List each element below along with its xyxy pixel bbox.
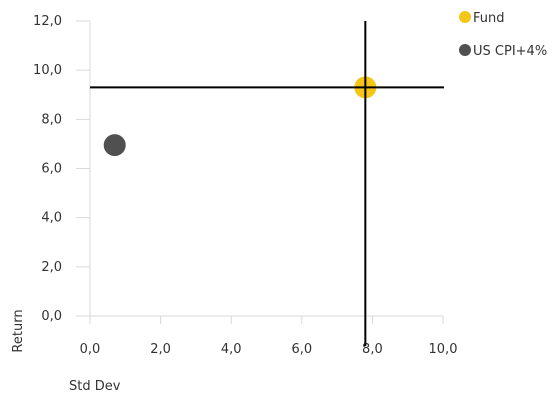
data-points — [103, 76, 377, 157]
fund-crosshair — [90, 21, 444, 346]
tick-labels: 0,0 2,0 4,0 6,0 8,0 10,0 12,0 0,0 2,0 4,0 6,0 8,0 10… — [33, 14, 457, 357]
y-tick-label: 4,0 — [41, 211, 62, 226]
legend-label-fund: Fund — [473, 11, 505, 26]
legend: Fund US CPI+4% — [459, 11, 547, 59]
y-tick-label: 2,0 — [41, 260, 62, 275]
legend-marker-fund — [459, 11, 471, 23]
x-tick-label: 0,0 — [80, 342, 101, 357]
x-tick-label: 2,0 — [150, 342, 171, 357]
chart-axes — [76, 20, 444, 324]
y-tick-label: 10,0 — [33, 63, 62, 78]
x-tick-label: 8,0 — [362, 342, 383, 357]
x-tick-label: 4,0 — [221, 342, 242, 357]
y-tick-label: 0,0 — [41, 309, 62, 324]
legend-marker-us-cpi-4 — [459, 44, 471, 56]
point-us-cpi-4 — [103, 134, 126, 157]
y-tick-label: 6,0 — [41, 162, 62, 177]
y-tick-label: 8,0 — [41, 112, 62, 127]
y-axis-title: Return — [11, 309, 26, 352]
legend-label-us-cpi-4: US CPI+4% — [473, 44, 547, 59]
x-tick-label: 10,0 — [429, 342, 458, 357]
y-tick-label: 12,0 — [33, 14, 62, 29]
x-tick-label: 6,0 — [291, 342, 312, 357]
x-axis-title: Std Dev — [69, 379, 121, 393]
